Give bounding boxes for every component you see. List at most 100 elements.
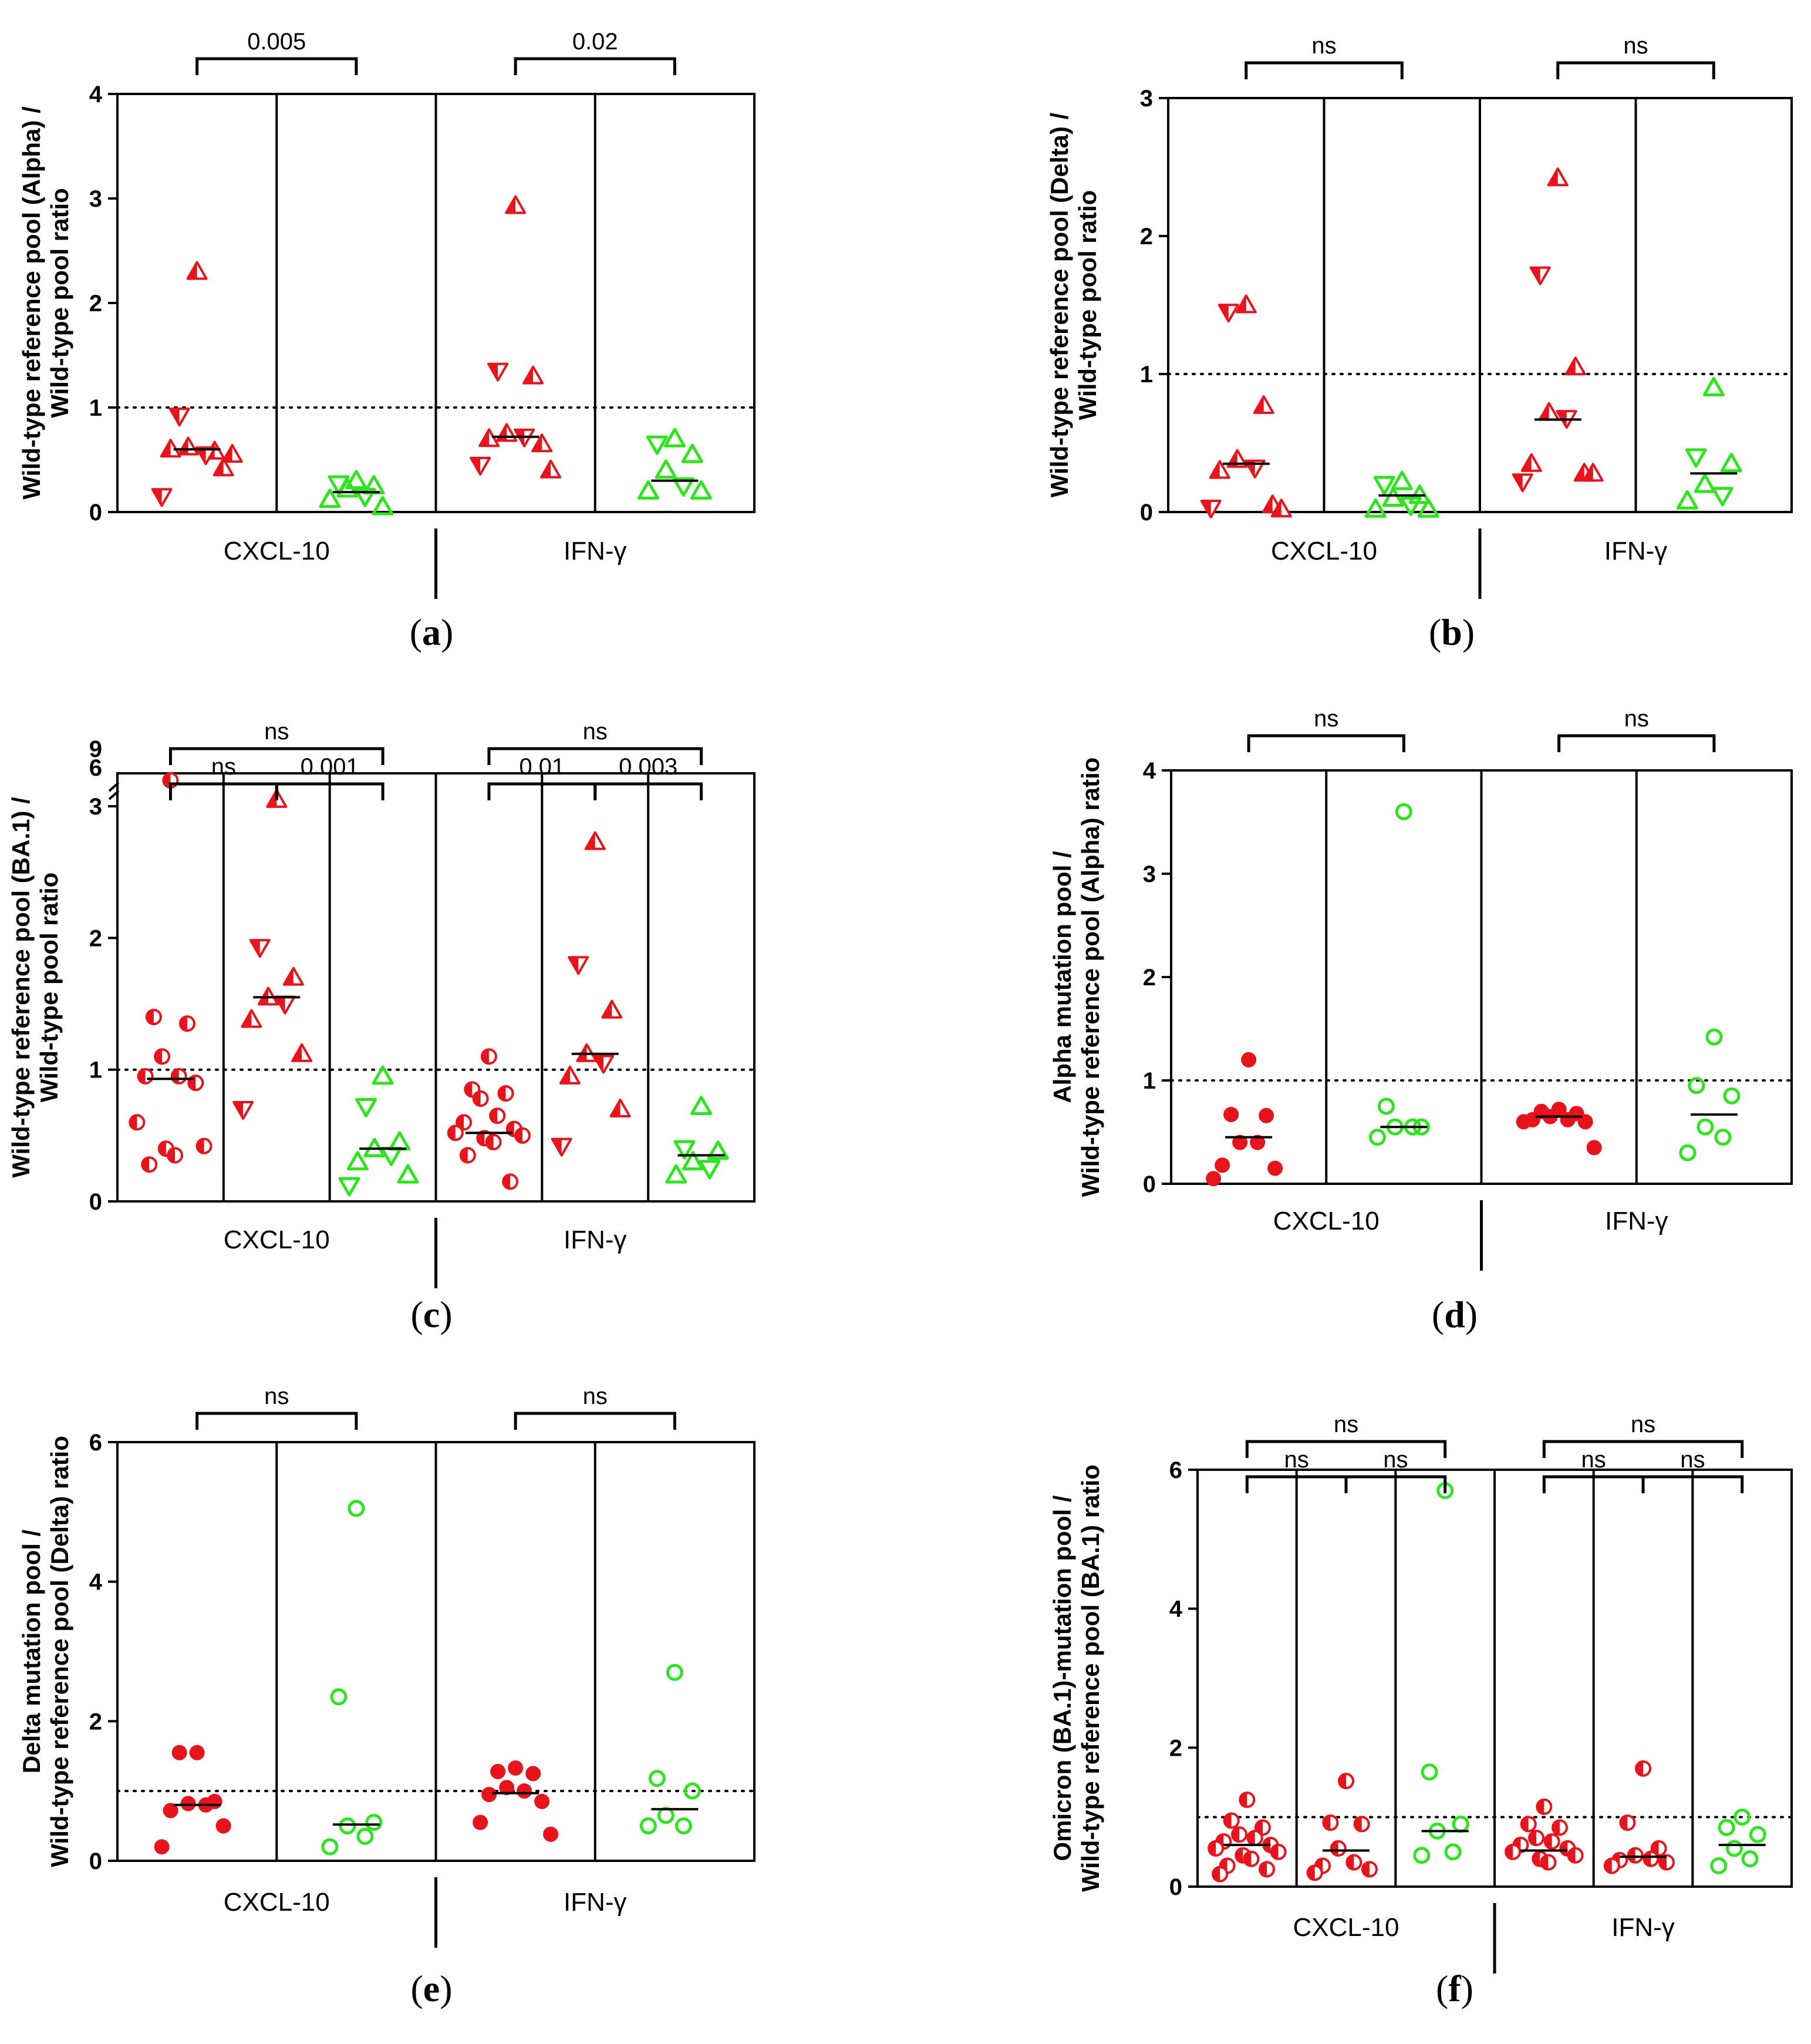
data-point — [1239, 1792, 1256, 1809]
y-tick-label: 0 — [89, 1189, 102, 1215]
point-fill — [130, 1115, 137, 1130]
column-3 — [470, 195, 562, 479]
point-fill — [594, 1056, 604, 1073]
panel-label-paren: ( — [410, 1294, 423, 1335]
data-point — [1679, 1144, 1697, 1161]
data-point — [1235, 1847, 1252, 1864]
panel-label: (d) — [1432, 1294, 1478, 1335]
panel-label-paren: ) — [1461, 1968, 1473, 2009]
point-fill — [515, 1128, 523, 1143]
point-fill — [1529, 1831, 1537, 1846]
group-label: CXCL-10 — [1271, 537, 1377, 565]
bracket-label: ns — [1624, 706, 1649, 732]
point-fill — [155, 1049, 163, 1064]
column-2 — [1368, 803, 1430, 1146]
data-point — [1567, 1847, 1584, 1864]
data-point — [345, 470, 367, 490]
significance-bracket: 0.005 — [195, 29, 358, 75]
significance-bracket: ns — [1247, 706, 1405, 752]
group-label: IFN-γ — [564, 537, 627, 565]
y-axis-label: Alpha mutation pool / — [1048, 851, 1076, 1103]
bracket-line — [593, 782, 703, 800]
data-point — [1586, 1140, 1602, 1156]
data-point — [456, 1114, 473, 1131]
bracket-label: ns — [1631, 1412, 1655, 1437]
data-point — [646, 435, 668, 455]
y-tick-label: 1 — [1140, 362, 1153, 388]
data-point — [1536, 1798, 1553, 1815]
data-point — [534, 1793, 550, 1809]
point-fill — [481, 1049, 489, 1064]
bracket-label: ns — [1581, 1447, 1606, 1473]
data-point — [154, 1839, 170, 1855]
panel-label-paren: ( — [1436, 1968, 1448, 2009]
data-point — [1635, 1760, 1651, 1777]
bracket-line — [1344, 1475, 1447, 1493]
data-point — [319, 489, 341, 509]
data-point — [1209, 460, 1230, 479]
data-point — [609, 1098, 631, 1117]
data-point — [1577, 1114, 1593, 1130]
y-tick-label: 3 — [1140, 86, 1153, 112]
panel-label: (c) — [410, 1294, 452, 1335]
data-point — [551, 1137, 572, 1157]
data-point — [517, 1783, 532, 1799]
data-point — [663, 427, 686, 447]
data-point — [1421, 1763, 1438, 1781]
data-point — [257, 986, 279, 1006]
y-tick-label: 2 — [1140, 224, 1153, 250]
point-fill — [1530, 267, 1540, 284]
data-point — [145, 1008, 162, 1025]
y-axis-label: Wild-type reference pool (BA.1) ratio — [1077, 1464, 1104, 1892]
y-tick-label: 3 — [89, 794, 102, 820]
point-fill — [187, 262, 197, 279]
point-fill — [1537, 1799, 1544, 1814]
data-point — [232, 1100, 254, 1120]
point-fill — [1544, 1834, 1552, 1849]
data-point — [1226, 449, 1248, 468]
panel-label: (b) — [1429, 611, 1475, 653]
significance-bracket: ns — [487, 719, 703, 765]
data-point — [584, 831, 606, 850]
point-fill — [146, 1009, 154, 1024]
point-fill — [488, 363, 498, 380]
data-point — [601, 999, 623, 1019]
point-fill — [1339, 1774, 1346, 1789]
point-fill — [480, 429, 490, 446]
data-point — [339, 1817, 356, 1835]
point-fill — [1323, 1816, 1331, 1830]
data-point — [1267, 1160, 1283, 1176]
y-axis-label: Wild-type pool ratio — [35, 873, 63, 1103]
data-point — [1540, 1854, 1557, 1871]
panel-label-letter: c — [423, 1294, 440, 1335]
data-point — [1520, 1816, 1537, 1833]
data-point — [487, 362, 509, 382]
data-point — [637, 480, 659, 500]
point-fill — [1232, 1827, 1240, 1842]
group-label: CXCL-10 — [224, 1888, 330, 1917]
bracket-label: 0.02 — [572, 29, 618, 55]
bracket-label: 0.001 — [301, 754, 359, 780]
data-point — [1259, 1861, 1276, 1878]
y-tick-label: 3 — [1143, 861, 1156, 887]
point-fill — [168, 1148, 176, 1163]
column-4 — [637, 427, 712, 500]
data-point — [639, 1817, 657, 1835]
data-point — [447, 1124, 464, 1141]
data-point — [137, 1068, 154, 1085]
data-point — [1223, 1107, 1239, 1123]
y-tick-label: 2 — [1143, 965, 1156, 991]
data-point — [459, 1147, 476, 1164]
point-fill — [1260, 1862, 1267, 1877]
column-2 — [319, 470, 394, 516]
data-point — [508, 1760, 524, 1776]
data-point — [699, 1160, 721, 1180]
column-3 — [473, 1760, 559, 1842]
y-tick-label: 0 — [1169, 1874, 1182, 1900]
data-point — [1241, 1052, 1257, 1068]
panel-a: 0 1 2 3 4 Wild-type reference pool (Alpha) / W… — [18, 29, 756, 653]
panel-label-letter: a — [422, 611, 441, 653]
data-point — [497, 1085, 514, 1102]
y-tick-label: 2 — [1169, 1735, 1182, 1761]
y-axis-label: Wild-type reference pool (Delta) ratio — [46, 1436, 73, 1867]
